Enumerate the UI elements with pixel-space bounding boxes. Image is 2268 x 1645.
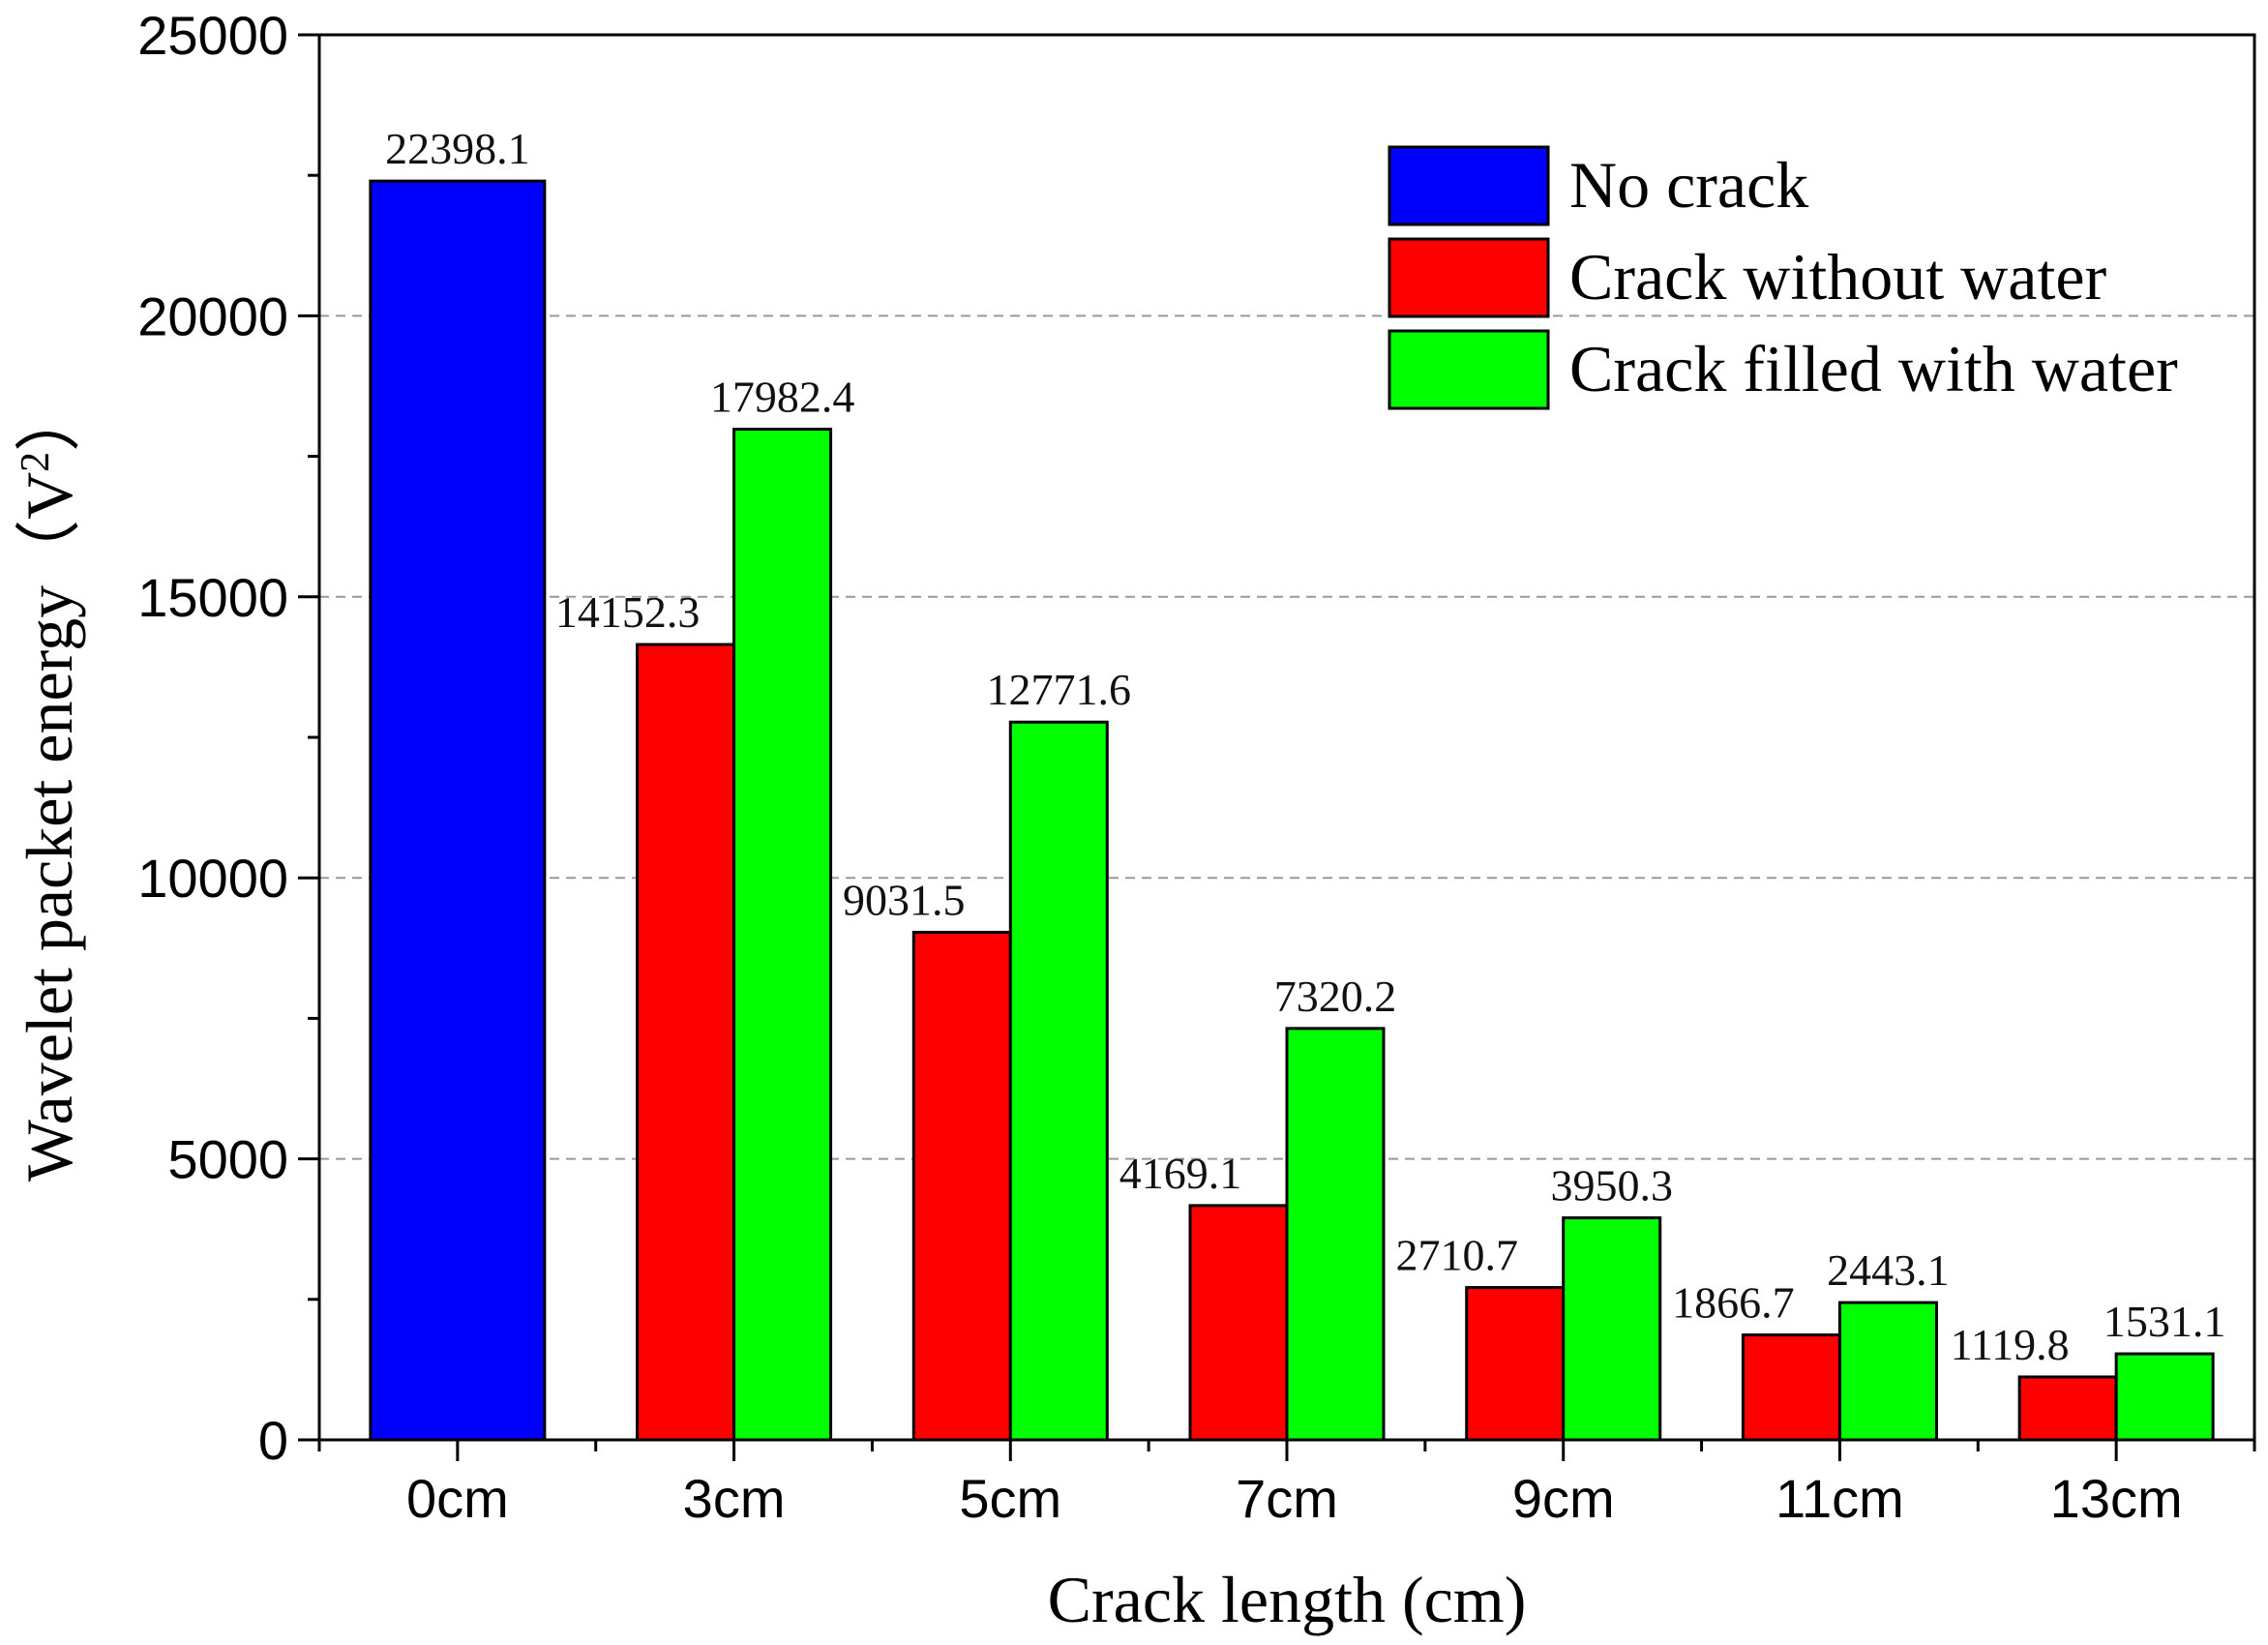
legend-label-2: Crack filled with water — [1569, 332, 2178, 405]
y-axis-title-end: ） — [13, 386, 86, 452]
y-tick-label-10000: 10000 — [137, 848, 288, 909]
data-labels: 22398.1 14152.3 17982.4 9031.5 12771.6 4169.1… — [385, 124, 2225, 1369]
bar-3cm-series-1 — [636, 643, 736, 1442]
x-tick-label-13cm: 13cm — [2050, 1468, 2183, 1529]
x-tick-label-9cm: 9cm — [1512, 1468, 1615, 1529]
bars — [369, 179, 2215, 1442]
legend-swatch-0 — [1388, 145, 1550, 226]
bar-5cm-series-2 — [1008, 720, 1109, 1442]
data-label-11cm-series-2: 2443.1 — [1827, 1245, 1950, 1295]
y-tick-label-20000: 20000 — [137, 285, 288, 346]
x-tick-label-3cm: 3cm — [683, 1468, 786, 1529]
bar-11cm-series-2 — [1837, 1301, 1938, 1442]
bar-5cm-series-1 — [911, 930, 1012, 1442]
y-axis-title: Wavelet packet energy（V2） — [13, 386, 86, 1181]
y-tick-label-0: 0 — [258, 1410, 288, 1471]
data-label-0cm-series-0: 22398.1 — [385, 124, 530, 173]
data-label-3cm-series-1: 14152.3 — [555, 587, 701, 637]
legend-label-1: Crack without water — [1569, 240, 2107, 314]
bar-0cm-series-0 — [369, 179, 547, 1442]
data-label-9cm-series-1: 2710.7 — [1395, 1231, 1518, 1280]
x-tick-label-0cm: 0cm — [406, 1468, 509, 1529]
data-label-7cm-series-1: 4169.1 — [1119, 1149, 1242, 1198]
legend-label-0: No crack — [1569, 148, 1808, 222]
data-label-5cm-series-1: 9031.5 — [843, 875, 966, 924]
y-axis-title-main: Wavelet packet energy（V — [13, 472, 86, 1181]
data-label-11cm-series-1: 1866.7 — [1672, 1278, 1795, 1328]
bar-3cm-series-2 — [732, 428, 833, 1442]
y-tick-label-15000: 15000 — [137, 567, 288, 628]
bar-11cm-series-1 — [1741, 1333, 1841, 1442]
bar-7cm-series-1 — [1188, 1204, 1289, 1442]
x-tick-label-11cm: 11cm — [1776, 1468, 1904, 1529]
x-tick-label-7cm: 7cm — [1236, 1468, 1338, 1529]
data-label-3cm-series-2: 17982.4 — [710, 373, 855, 422]
gridlines — [319, 314, 2254, 1160]
legend-swatch-2 — [1388, 329, 1550, 410]
data-label-7cm-series-2: 7320.2 — [1274, 972, 1397, 1021]
y-tick-label-25000: 25000 — [137, 5, 288, 66]
x-axis-title: Crack length (cm) — [1048, 1563, 1527, 1636]
legend: No crack Crack without water Crack filled … — [1388, 145, 2178, 410]
x-tick-label-5cm: 5cm — [959, 1468, 1061, 1529]
y-tick-label-5000: 5000 — [167, 1129, 288, 1190]
ticks: 0 5000 10000 15000 20000 25000 0cm 3cm 5cm 7cm 9cm… — [137, 5, 2256, 1529]
data-label-13cm-series-2: 1531.1 — [2104, 1297, 2226, 1346]
bar-9cm-series-1 — [1465, 1286, 1566, 1442]
y-axis-title-sup: 2 — [14, 452, 58, 472]
legend-swatch-1 — [1388, 237, 1550, 318]
data-label-5cm-series-2: 12771.6 — [987, 665, 1132, 714]
bar-13cm-series-2 — [2114, 1352, 2215, 1442]
data-label-13cm-series-1: 1119.8 — [1951, 1320, 2070, 1369]
data-label-9cm-series-2: 3950.3 — [1550, 1161, 1673, 1211]
bar-7cm-series-2 — [1285, 1027, 1386, 1442]
bar-13cm-series-1 — [2017, 1375, 2118, 1442]
bar-9cm-series-2 — [1562, 1216, 1662, 1442]
